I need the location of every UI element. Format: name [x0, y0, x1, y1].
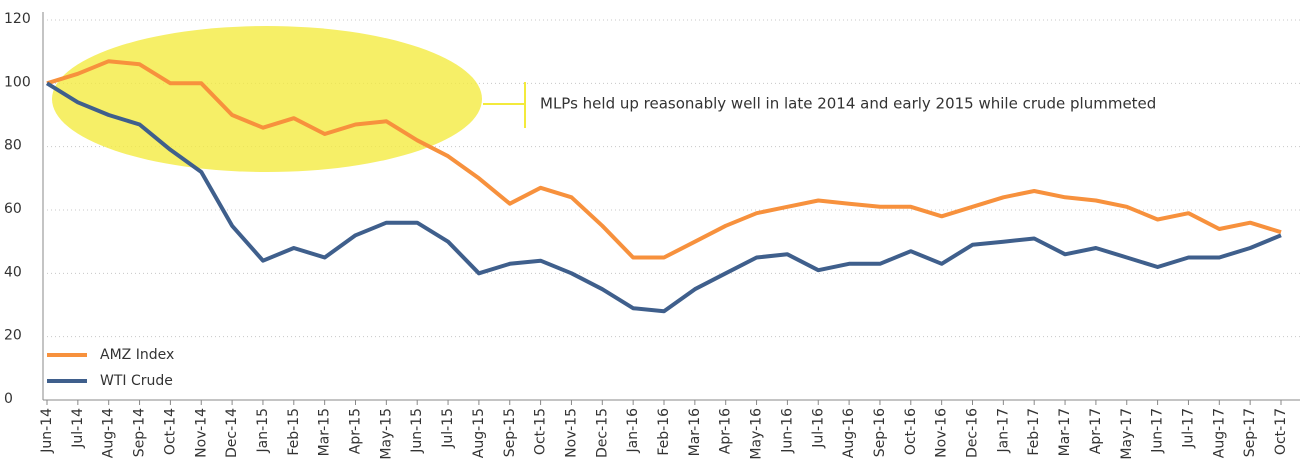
x-tick-label: Feb-16 [656, 408, 672, 456]
x-tick-label: May-16 [749, 408, 765, 460]
x-tick-label: Mar-16 [687, 408, 703, 456]
x-tick-label: May-15 [378, 408, 394, 460]
x-tick-label: Jun-15 [409, 408, 425, 454]
series-line [45, 81, 1282, 314]
x-tick-label: Jul-15 [440, 408, 456, 449]
x-tick-label: Jan-16 [625, 408, 641, 454]
x-tick-label: May-17 [1119, 408, 1135, 460]
x-tick-label: Nov-15 [563, 408, 579, 458]
x-tick-label: Dec-15 [594, 408, 610, 458]
x-tick-label: Aug-14 [101, 408, 117, 458]
x-tick-label: Apr-16 [718, 408, 734, 454]
y-tick-label: 0 [4, 391, 13, 407]
x-tick-label: Aug-17 [1211, 408, 1227, 458]
x-tick-label: Jan-15 [255, 408, 271, 453]
highlight-ellipse [52, 26, 482, 172]
x-tick-label: Aug-16 [841, 408, 857, 458]
x-tick-label: Nov-16 [934, 408, 950, 458]
legend-label: AMZ Index [100, 347, 174, 363]
x-tick-label: Feb-15 [286, 408, 302, 456]
x-tick-label: Jun-16 [779, 408, 795, 454]
x-tick-label: Jun-17 [1150, 408, 1166, 454]
series-line [46, 59, 1282, 260]
x-tick-label: Sep-16 [872, 408, 888, 457]
y-tick-label: 20 [4, 328, 22, 344]
x-tick-label: Dec-16 [965, 408, 981, 458]
y-tick-label: 100 [4, 74, 31, 90]
x-tick-label: Jul-14 [70, 408, 86, 449]
x-tick-label: Oct-15 [533, 408, 549, 455]
legend-label: WTI Crude [100, 373, 173, 389]
x-tick-label: Aug-15 [471, 408, 487, 458]
x-tick-label: Jul-17 [1180, 408, 1196, 449]
x-tick-label: Sep-15 [502, 408, 518, 457]
y-tick-label: 80 [4, 138, 22, 154]
x-tick-label: Apr-17 [1088, 408, 1104, 454]
x-tick-label: Oct-16 [903, 408, 919, 455]
x-tick-label: Oct-14 [162, 408, 178, 455]
x-tick-label: Jul-16 [810, 408, 826, 449]
x-tick-label: Sep-14 [132, 408, 148, 457]
y-tick-label: 120 [4, 11, 31, 27]
x-tick-label: Mar-15 [317, 408, 333, 456]
x-tick-label: Jan-17 [995, 408, 1011, 453]
y-tick-label: 40 [4, 264, 22, 280]
annotation: MLPs held up reasonably well in late 201… [540, 95, 1156, 113]
x-tick-label: Sep-17 [1242, 408, 1258, 457]
x-tick-label: Dec-14 [224, 408, 240, 458]
x-tick-label: Feb-17 [1026, 408, 1042, 456]
x-tick-label: Jun-14 [39, 408, 55, 454]
x-tick-label: Apr-15 [348, 408, 364, 454]
x-tick-label: Oct-17 [1273, 408, 1289, 455]
y-tick-label: 60 [4, 201, 22, 217]
x-tick-label: Nov-14 [193, 408, 209, 458]
x-tick-label: Mar-17 [1057, 408, 1073, 456]
